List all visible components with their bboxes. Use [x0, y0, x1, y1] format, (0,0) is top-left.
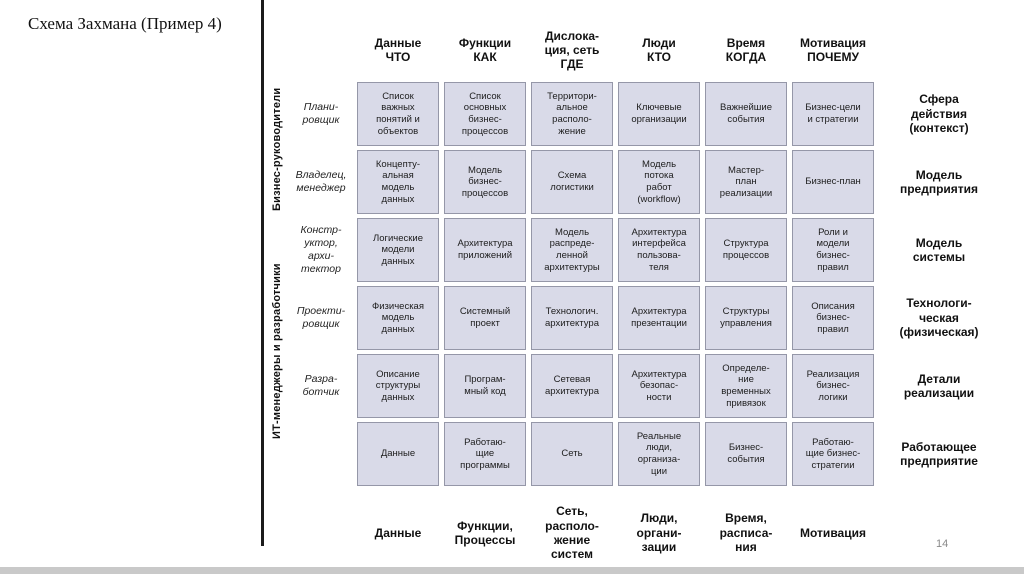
matrix-cell: Концепту- альная модель данных: [357, 150, 439, 214]
matrix-cell: Физическая модель данных: [357, 286, 439, 350]
group-label-business-managers: Бизнес-руководители: [271, 87, 283, 211]
column-footer: Функции, Процессы: [454, 518, 516, 547]
column-footer: Время, расписа- ния: [719, 511, 773, 555]
matrix-cell: Схема логистики: [531, 150, 613, 214]
matrix-cell: Территори- альное располо- жение: [531, 82, 613, 146]
row-scope-label: Детали реализации: [903, 371, 975, 400]
matrix-cell: Данные: [357, 422, 439, 486]
row-role-label: Плани- ровщик: [302, 100, 340, 126]
column-footer: Данные: [374, 525, 422, 540]
matrix-cell: Архитектура безопас- ности: [618, 354, 700, 418]
matrix-cell: Структура процессов: [705, 218, 787, 282]
row-role-label: Владелец, менеджер: [295, 168, 347, 194]
column-header: Данные ЧТО: [374, 36, 422, 64]
matrix-cell: Список важных понятий и объектов: [357, 82, 439, 146]
slide-title: Схема Захмана (Пример 4): [28, 14, 222, 33]
row-scope-label: Модель системы: [912, 235, 966, 264]
matrix-cell: Реальные люди, организа- ции: [618, 422, 700, 486]
matrix-cell: Определе- ние временных привязок: [705, 354, 787, 418]
row-role-label: Разра- ботчик: [302, 372, 340, 398]
row-scope-label: Сфера действия (контекст): [909, 92, 969, 136]
matrix-cell: Логические модели данных: [357, 218, 439, 282]
column-footer: Мотивация: [800, 525, 866, 540]
matrix-cell: Технологич. архитектура: [531, 286, 613, 350]
column-header: Функции КАК: [458, 36, 512, 64]
matrix-cell: Реализация бизнес- логики: [792, 354, 874, 418]
row-scope-label: Модель предприятия: [899, 167, 979, 196]
column-header: Время КОГДА: [725, 36, 767, 64]
matrix-cell: Сетевая архитектура: [531, 354, 613, 418]
matrix-cell: Модель потока работ (workflow): [618, 150, 700, 214]
zachman-grid: Данные ЧТО Функции КАК Дислока- ция, сеть …: [290, 28, 989, 564]
row-role-label: Проекти- ровщик: [296, 304, 346, 330]
row-role-label: Констр- уктор, архи- тектор: [300, 223, 342, 276]
row-role-label: [290, 422, 352, 486]
column-header: Мотивация ПОЧЕМУ: [800, 36, 866, 64]
matrix-cell: Архитектура презентации: [618, 286, 700, 350]
group-label-it-managers-developers: ИТ-менеджеры и разработчики: [271, 263, 283, 439]
column-header: Люди КТО: [642, 36, 676, 64]
matrix-cell: Описание структуры данных: [357, 354, 439, 418]
matrix-cell: Структуры управления: [705, 286, 787, 350]
matrix-cell: Описания бизнес- правил: [792, 286, 874, 350]
column-footer: Сеть, располо- жение систем: [545, 504, 599, 562]
matrix-cell: Системный проект: [444, 286, 526, 350]
matrix-cell: Бизнес-цели и стратегии: [792, 82, 874, 146]
column-header: Дислока- ция, сеть ГДЕ: [544, 29, 600, 71]
matrix-cell: Список основных бизнес- процессов: [444, 82, 526, 146]
page-number: 14: [936, 538, 949, 550]
matrix-cell: Роли и модели бизнес- правил: [792, 218, 874, 282]
grid-spacer-bottom-left: [290, 490, 352, 564]
grid-spacer-top-left: [290, 28, 352, 78]
matrix-cell: Модель распреде- ленной архитектуры: [531, 218, 613, 282]
matrix-cell: Мастер- план реализации: [705, 150, 787, 214]
matrix-cell: Програм- мный код: [444, 354, 526, 418]
matrix-cell: Важнейшие события: [705, 82, 787, 146]
matrix-cell: Модель бизнес- процессов: [444, 150, 526, 214]
matrix-cell: Работаю- щие программы: [444, 422, 526, 486]
grid-spacer-bottom-right: [879, 490, 989, 564]
matrix-cell: Архитектура интерфейса пользова- теля: [618, 218, 700, 282]
matrix-cell: Сеть: [531, 422, 613, 486]
row-scope-label: Работающее предприятие: [900, 439, 978, 468]
matrix-cell: Бизнес-план: [792, 150, 874, 214]
grid-spacer-top-right: [879, 28, 989, 78]
row-scope-label: Технологи- ческая (физическая): [899, 296, 979, 340]
matrix-cell: Архитектура приложений: [444, 218, 526, 282]
matrix-cell: Ключевые организации: [618, 82, 700, 146]
matrix-cell: Бизнес- события: [705, 422, 787, 486]
vertical-divider-line: [261, 0, 264, 546]
matrix-cell: Работаю- щие бизнес- стратегии: [792, 422, 874, 486]
slide-bottom-strip: [0, 567, 1024, 574]
column-footer: Люди, органи- зации: [636, 511, 682, 555]
